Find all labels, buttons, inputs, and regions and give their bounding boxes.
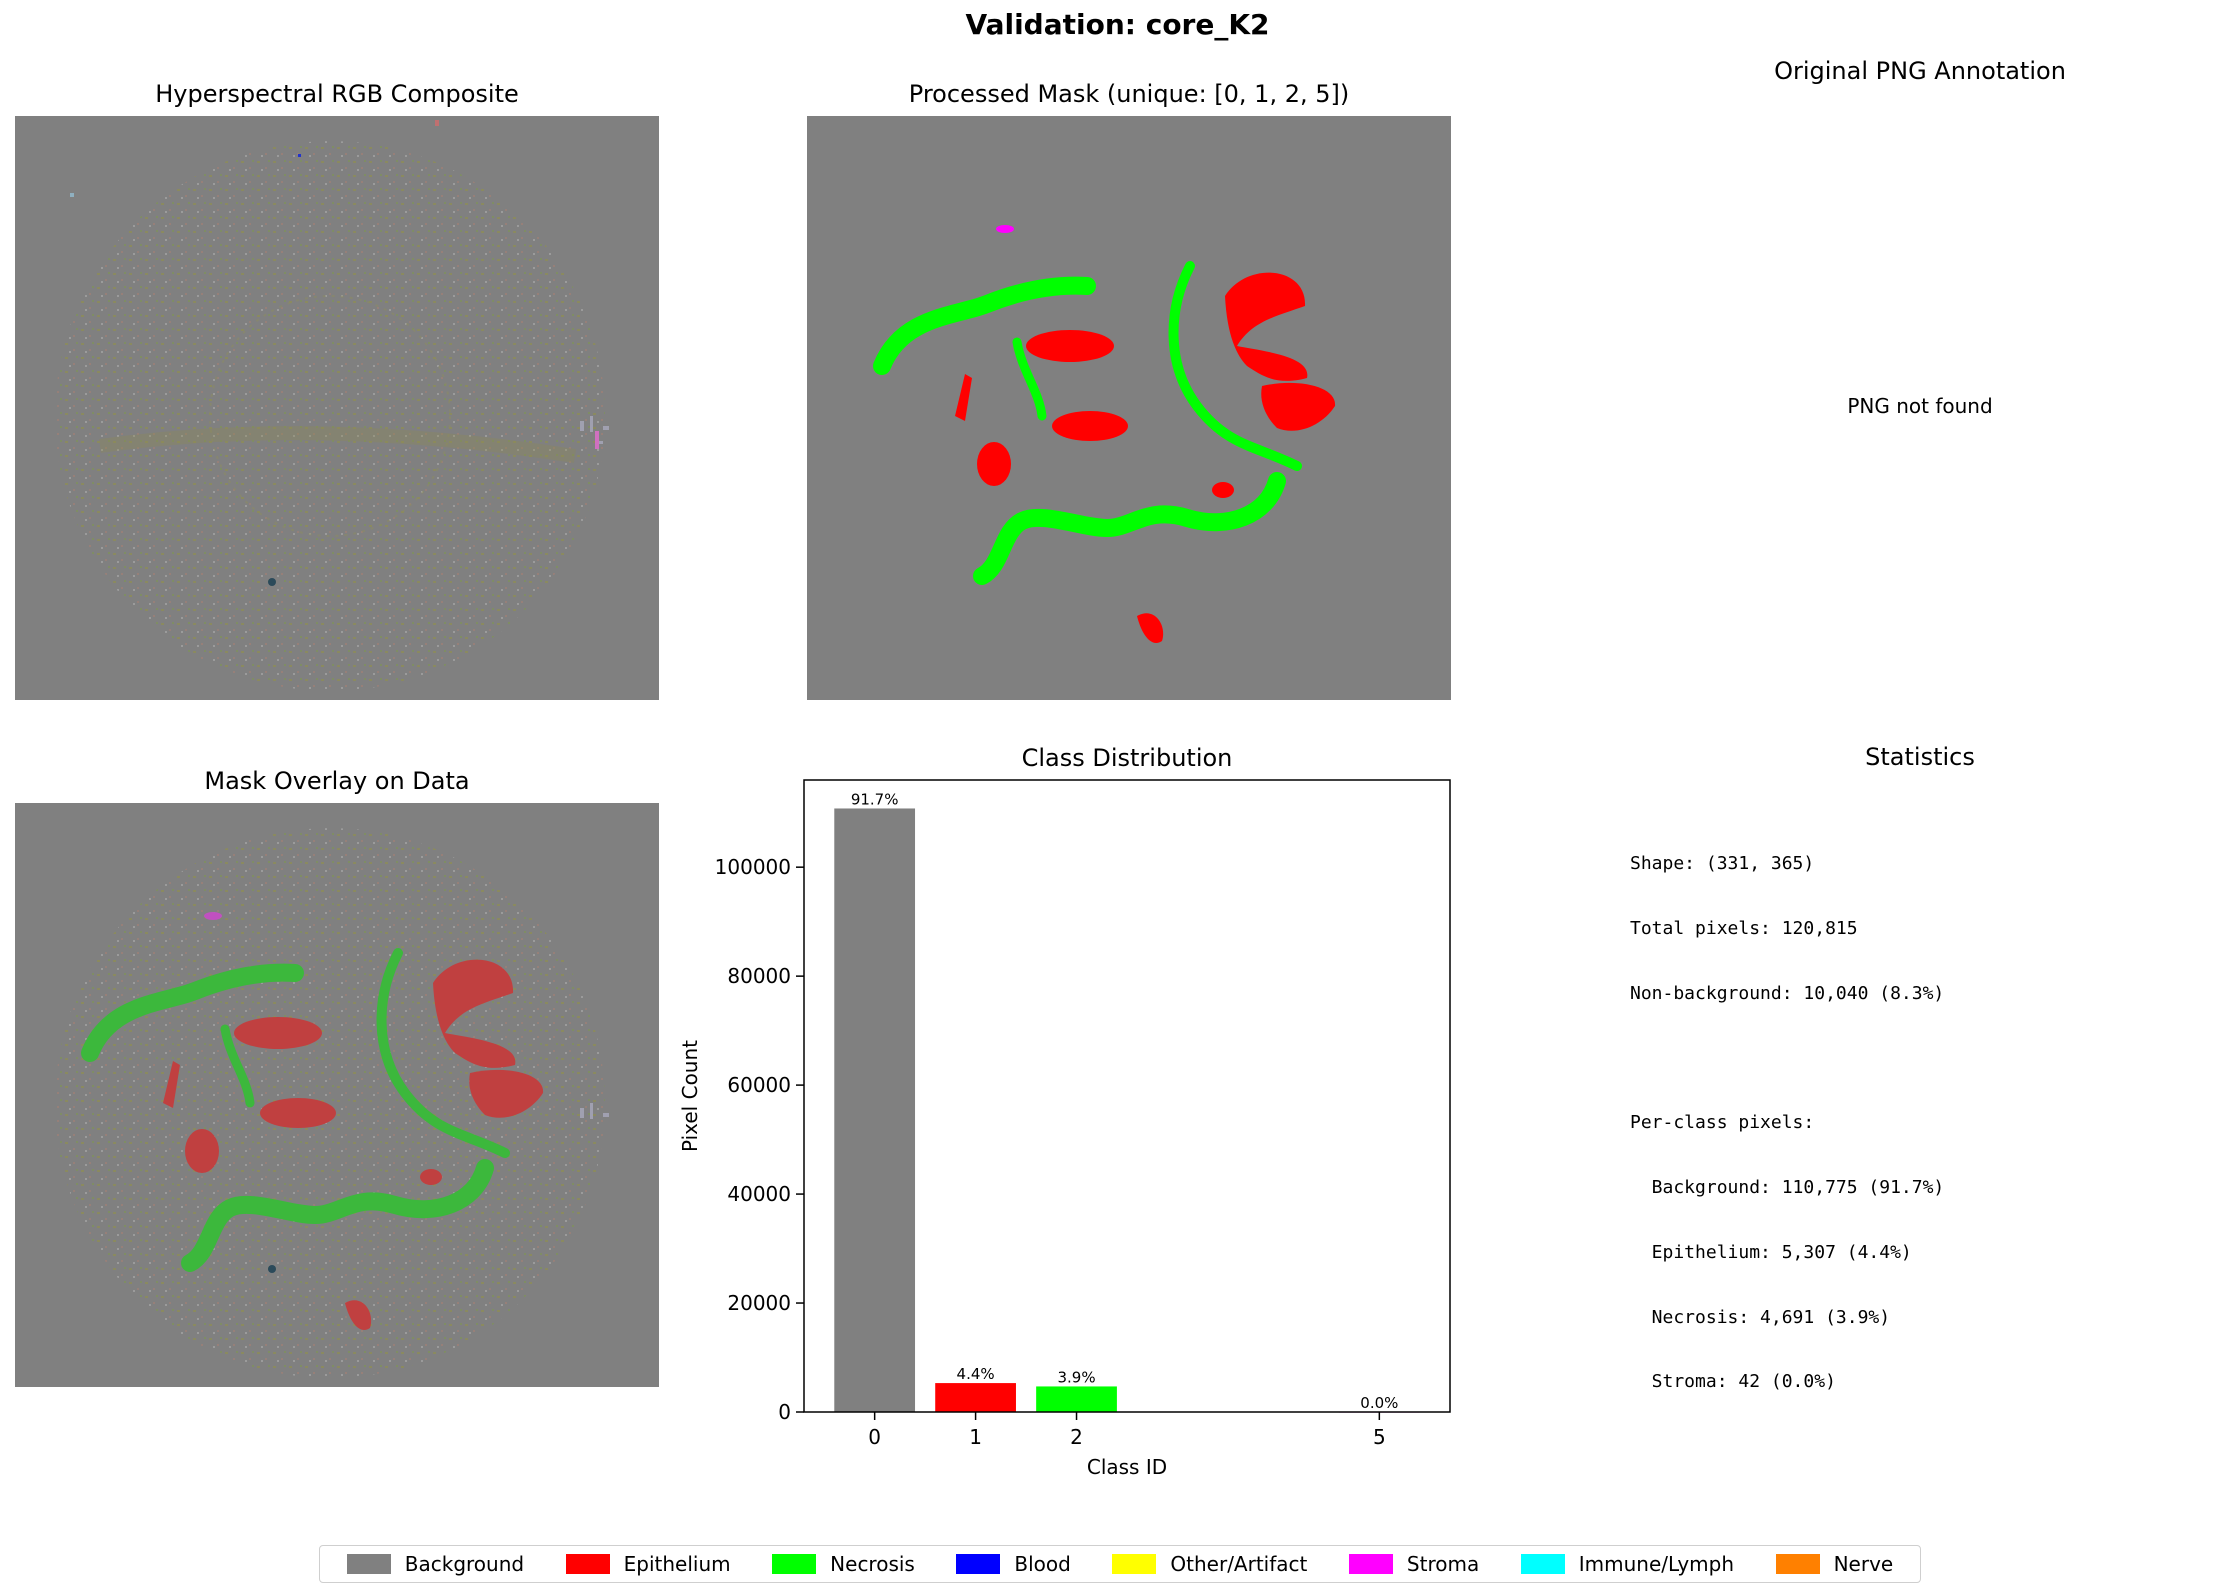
overlay-panel-title: Mask Overlay on Data (204, 767, 470, 795)
figure-title: Validation: core_K2 (965, 8, 1270, 41)
legend-item-epithelium: Epithelium (565, 1552, 731, 1576)
y-tick-label: 40000 (727, 1182, 791, 1206)
mask-overlay-image (15, 803, 659, 1387)
bar-data-label: 4.4% (957, 1365, 995, 1383)
legend-swatch (1520, 1554, 1565, 1574)
rgb-composite-image (15, 116, 659, 700)
stat-total-pixels: Total pixels: 120,815 (1630, 917, 1858, 939)
bar-data-label: 3.9% (1057, 1368, 1095, 1386)
stat-shape: Shape: (331, 365) (1630, 853, 1815, 875)
y-axis-label: Pixel Count (678, 1040, 702, 1152)
y-tick-label: 0 (778, 1400, 791, 1424)
stat-line-necrosis: Necrosis: 4,691 (3.9%) (1630, 1306, 1891, 1328)
bar-class-2 (1036, 1386, 1117, 1412)
processed-mask-image (807, 116, 1451, 700)
legend-label: Necrosis (830, 1552, 915, 1576)
legend-swatch (772, 1554, 817, 1574)
legend-label: Nerve (1833, 1552, 1894, 1576)
x-tick-label: 0 (868, 1425, 881, 1449)
statistics-block: Shape: (331, 365) Total pixels: 120,815 … (1630, 810, 1944, 1415)
bar-class-1 (935, 1383, 1016, 1412)
stat-blank-line (1630, 1048, 1944, 1070)
y-tick-label: 20000 (727, 1291, 791, 1315)
legend-swatch (565, 1554, 610, 1574)
plot-frame (803, 779, 1451, 1413)
legend-swatch (1348, 1554, 1393, 1574)
legend-label: Other/Artifact (1170, 1552, 1308, 1576)
stat-line-background: Background: 110,775 (91.7%) (1630, 1177, 1945, 1199)
legend-label: Immune/Lymph (1578, 1552, 1735, 1576)
rgb-panel-title: Hyperspectral RGB Composite (155, 80, 519, 108)
mask-panel-title: Processed Mask (unique: [0, 1, 2, 5]) (908, 80, 1350, 108)
chart-title: Class Distribution (1022, 744, 1233, 772)
legend-label: Background (404, 1552, 525, 1576)
legend-item-background: Background (346, 1552, 525, 1576)
legend-swatch (346, 1554, 391, 1574)
legend-item-immune: Immune/Lymph (1520, 1552, 1735, 1576)
bar-class-0 (834, 808, 916, 1412)
bar-data-label: 0.0% (1360, 1394, 1398, 1412)
legend-item-blood: Blood (956, 1552, 1071, 1576)
legend-label: Stroma (1406, 1552, 1480, 1576)
legend-item-necrosis: Necrosis (772, 1552, 915, 1576)
stats-panel-title: Statistics (1865, 743, 1975, 771)
legend-item-nerve: Nerve (1775, 1552, 1894, 1576)
png-not-found-message: PNG not found (1847, 394, 1993, 418)
x-tick-label: 1 (969, 1425, 982, 1449)
stat-line-epithelium: Epithelium: 5,307 (4.4%) (1630, 1241, 1912, 1263)
bar-data-label: 91.7% (851, 790, 899, 808)
class-distribution-chart: Class Distribution 91.7%4.4% 3.9%0.0% 020… (678, 744, 1451, 1479)
x-tick-label: 2 (1070, 1425, 1083, 1449)
class-legend: Background Epithelium Necrosis Blood Oth… (319, 1545, 1921, 1583)
png-panel-title: Original PNG Annotation (1774, 57, 2066, 85)
stat-line-stroma: Stroma: 42 (0.0%) (1630, 1371, 1836, 1393)
x-axis-label: Class ID (1087, 1455, 1167, 1479)
stat-non-background: Non-background: 10,040 (8.3%) (1630, 982, 1945, 1004)
legend-swatch (1112, 1554, 1157, 1574)
legend-label: Blood (1014, 1552, 1071, 1576)
y-tick-label: 80000 (727, 964, 791, 988)
legend-swatch (1775, 1554, 1820, 1574)
y-tick-label: 100000 (715, 855, 791, 879)
legend-swatch (956, 1554, 1001, 1574)
legend-item-stroma: Stroma (1348, 1552, 1480, 1576)
legend-item-artifact: Other/Artifact (1112, 1552, 1307, 1576)
stat-perclass-header: Per-class pixels: (1630, 1112, 1815, 1134)
x-tick-label: 5 (1373, 1425, 1386, 1449)
y-tick-label: 60000 (727, 1073, 791, 1097)
legend-label: Epithelium (623, 1552, 731, 1576)
